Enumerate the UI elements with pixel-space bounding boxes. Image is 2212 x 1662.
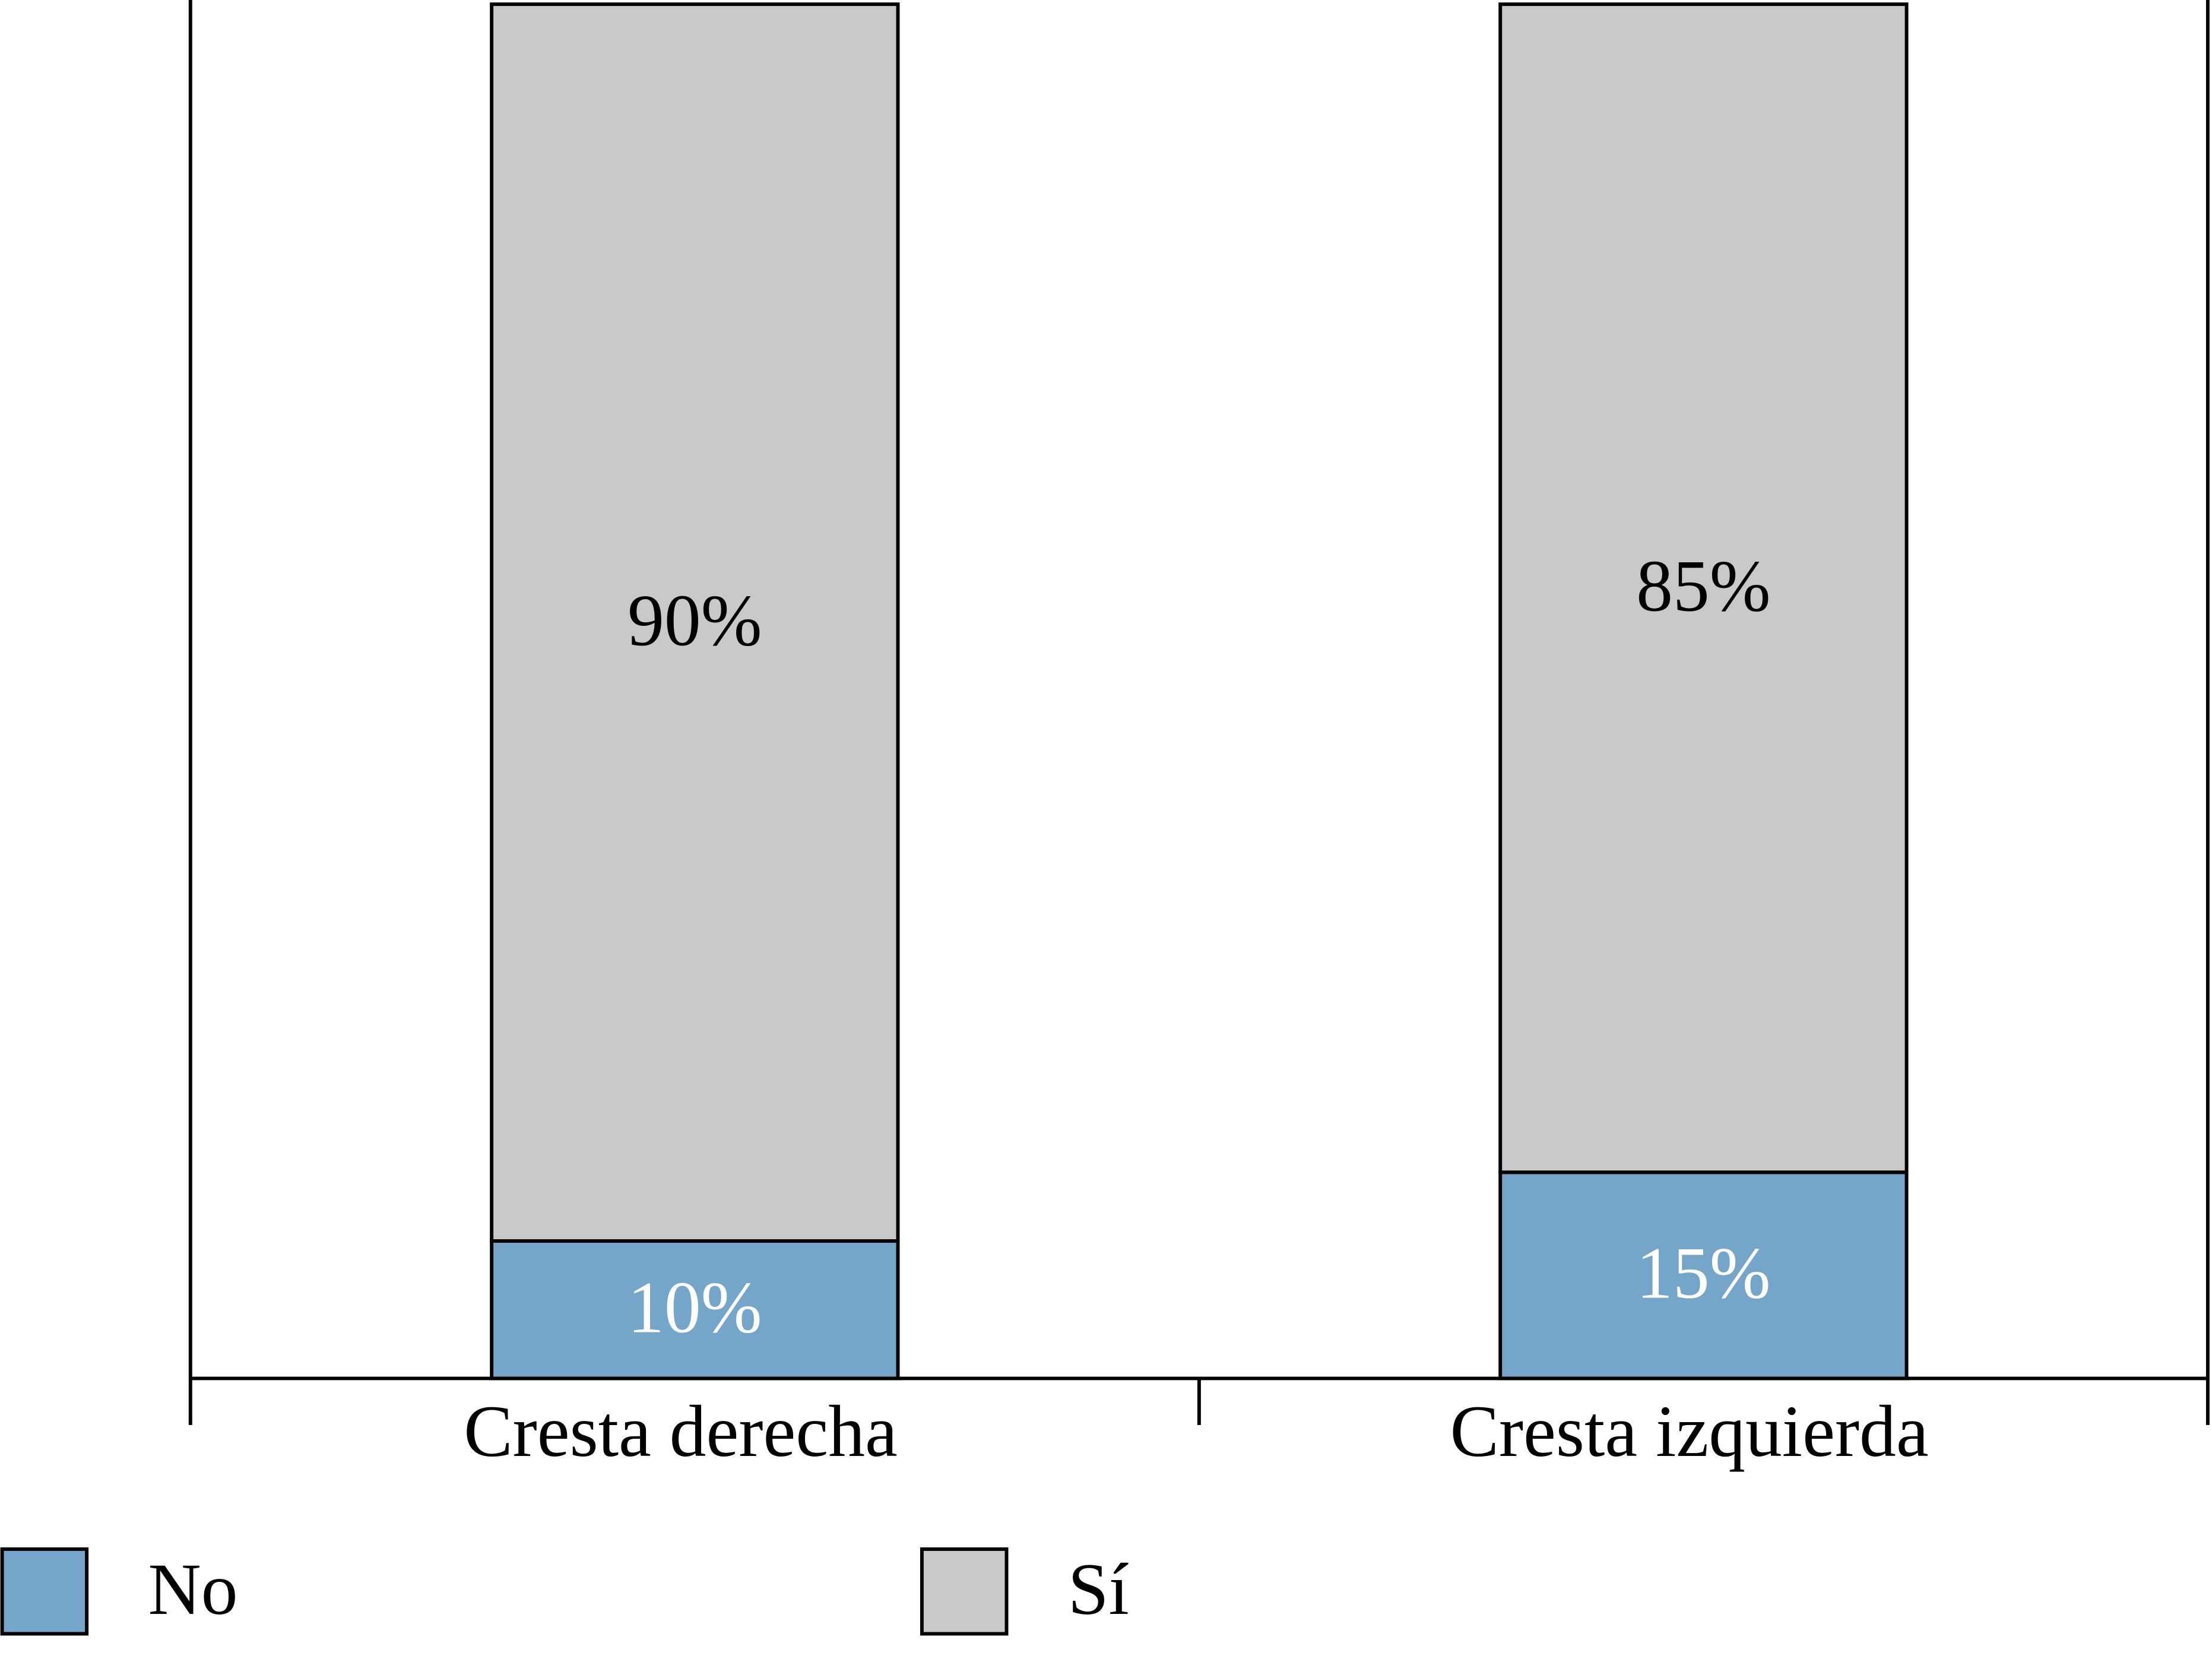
bar-segment [1498,1170,1909,1381]
data-label: 90% [628,580,762,661]
data-label: 15% [1636,1233,1770,1314]
bar-segment [1498,2,1909,1175]
x-tick-label: Cresta izquierda [1450,1391,1929,1472]
bar-segment [490,1239,900,1381]
legend-swatch [920,1547,1009,1636]
legend-label: Sí [1068,1549,1129,1630]
legend-label: No [148,1549,238,1630]
legend-swatch [0,1547,89,1636]
data-label: 10% [628,1267,762,1348]
x-tick-label: Cresta derecha [464,1391,898,1472]
bar-segment [490,2,900,1243]
data-label: 85% [1636,546,1770,627]
